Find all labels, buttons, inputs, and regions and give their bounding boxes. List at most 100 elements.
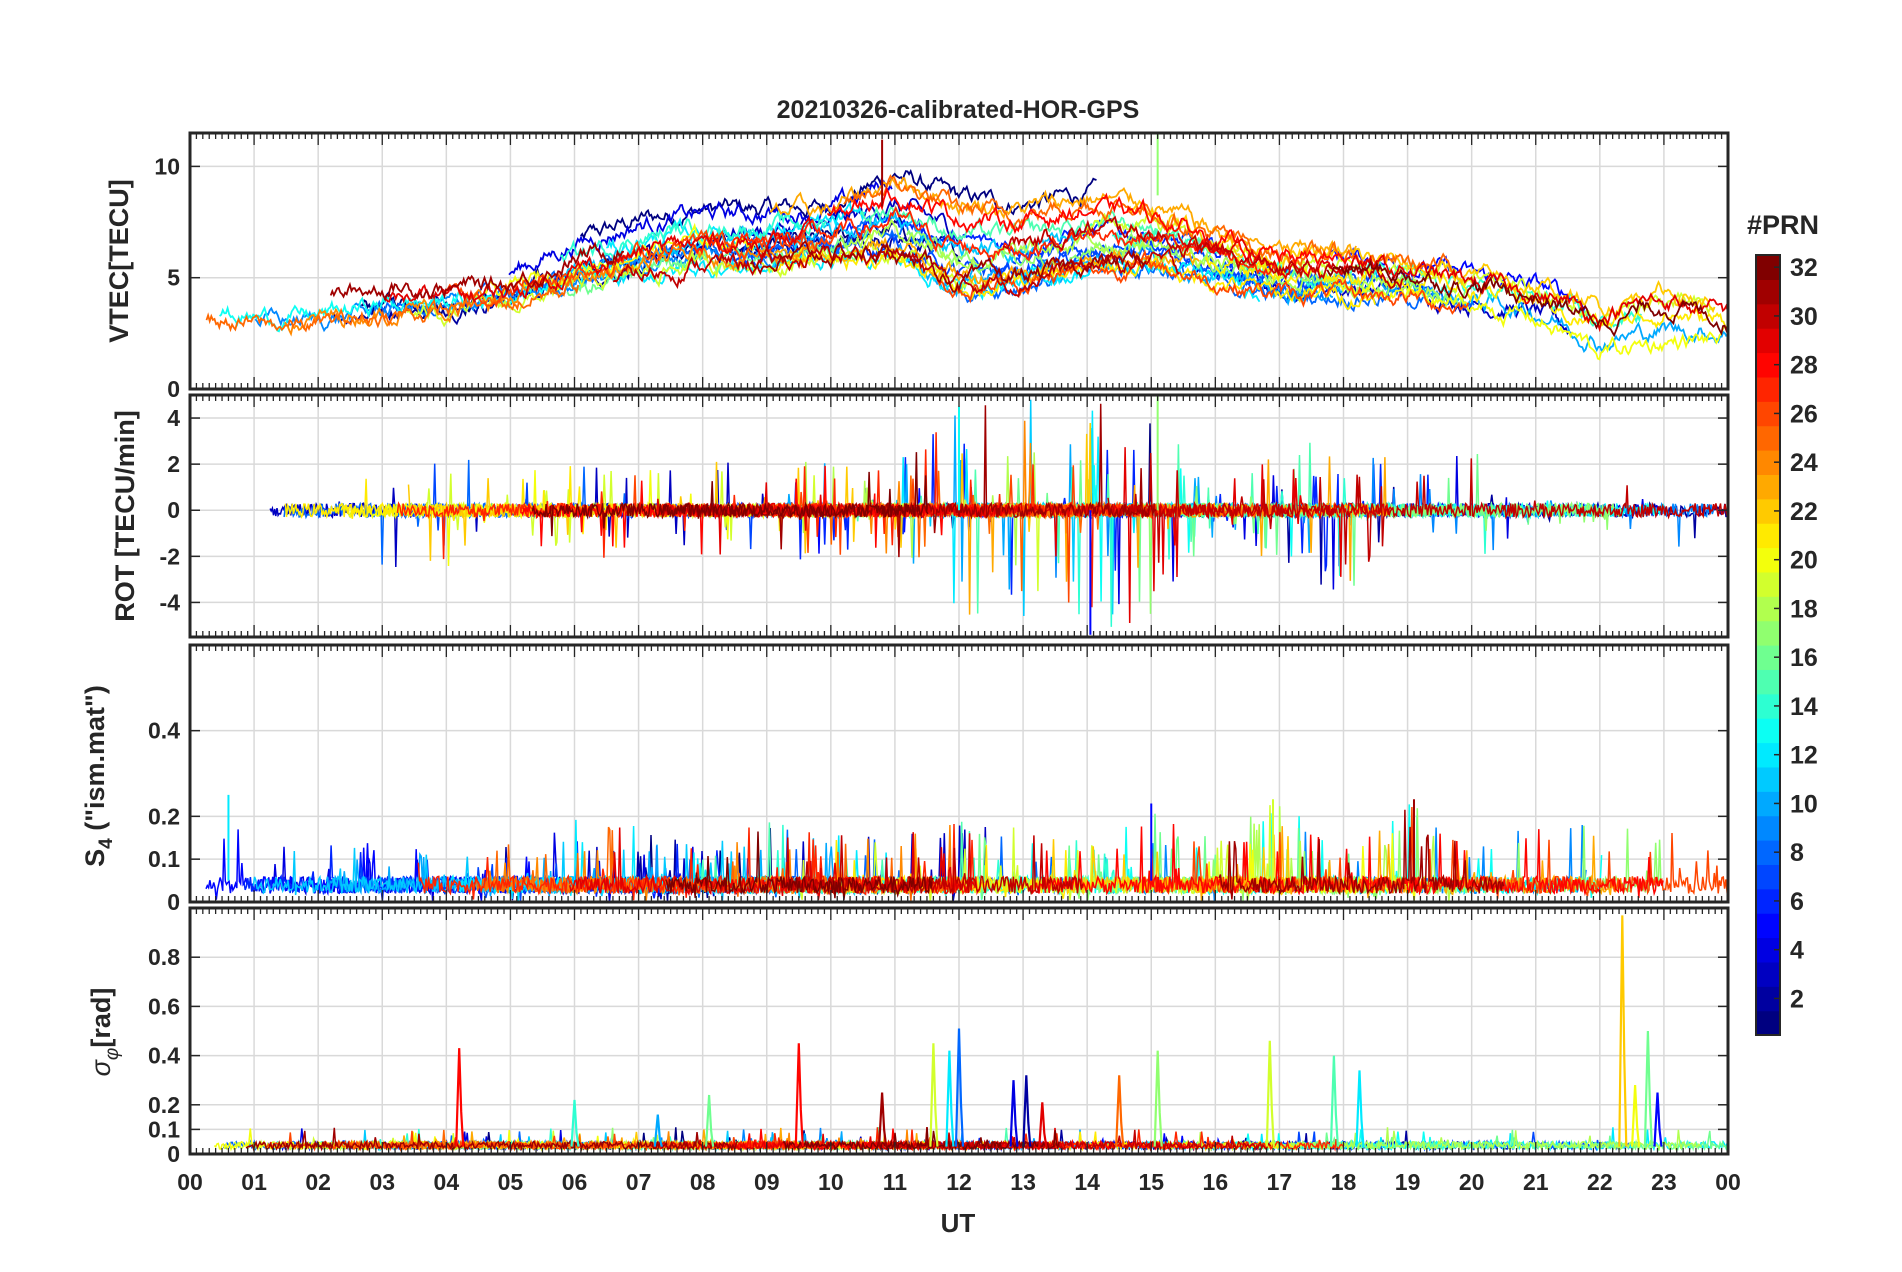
x-tick-label: 02 — [305, 1169, 331, 1195]
panel-sigphi-ylabel: σφ[rad] — [86, 988, 123, 1077]
colorbar-tick-label: 32 — [1790, 254, 1818, 282]
sigphi-spike — [1153, 1050, 1163, 1147]
colorbar-tick-label: 22 — [1790, 498, 1818, 526]
s4-trace-prn-31 — [1218, 809, 1505, 900]
panel-rot-ylabel: ROT [TECU/min] — [110, 410, 140, 621]
colorbar-swatch-prn-27 — [1756, 376, 1780, 402]
panel-sigphi-traces — [213, 915, 1728, 1152]
x-tick-label: 14 — [1074, 1169, 1100, 1195]
vtec-trace-prn-30 — [1002, 215, 1405, 290]
colorbar-swatch-prn-13 — [1756, 718, 1780, 744]
x-axis-label: UT — [941, 1208, 976, 1238]
colorbar-swatch-prn-5 — [1756, 913, 1780, 939]
ylabel-subscript: φ — [102, 1048, 123, 1060]
panel-rot-ytick-label: 4 — [167, 405, 180, 431]
panel-sigphi: 00.10.2 0.4 0.6 0.8 σφ[rad] — [86, 906, 1730, 1167]
x-tick-label: 17 — [1267, 1169, 1293, 1195]
vtec-trace-prn-31 — [329, 241, 625, 302]
sigphi-spike — [1265, 1040, 1275, 1147]
rot-trace-prn-30 — [1107, 452, 1728, 565]
x-tick-label: 15 — [1138, 1169, 1164, 1195]
panel-sigphi-ytick-label: 0.4 — [148, 1043, 180, 1069]
panel-rot-ytick-label: 0 — [167, 497, 180, 523]
s4-trace-prn-28 — [1028, 823, 1664, 899]
sigphi-spike — [954, 1028, 965, 1147]
sigphi-spike — [455, 1048, 465, 1147]
sigphi-spike — [1115, 1075, 1125, 1147]
colorbar-frame — [1755, 254, 1781, 1036]
panel-rot: -4 -2 0 2 4 ROT [TECU/min] — [110, 393, 1730, 639]
panel-vtec-ylabel: VTEC[TECU] — [104, 179, 134, 343]
sigphi-spike — [1355, 1070, 1365, 1147]
colorbar-swatch-prn-31 — [1756, 279, 1780, 305]
x-tick-label: 23 — [1651, 1169, 1677, 1195]
colorbar-label: #PRN — [1747, 210, 1819, 240]
x-tick-label: 01 — [241, 1169, 267, 1195]
chart-title: 20210326-calibrated-HOR-GPS — [777, 96, 1140, 124]
vtec-trace-prn-30 — [612, 243, 1180, 299]
x-tick-label: 19 — [1395, 1169, 1421, 1195]
colorbar-tick-label: 16 — [1790, 644, 1818, 672]
x-tick-label: 21 — [1523, 1169, 1549, 1195]
sigphi-spike — [705, 1094, 715, 1147]
colorbar-tick-label: 18 — [1790, 595, 1818, 623]
vtec-trace-prn-28 — [826, 186, 1350, 267]
vtec-trace-prn-32 — [1326, 259, 1728, 338]
rot-trace-prn-32 — [531, 452, 929, 537]
colorbar-tick-label: 2 — [1790, 985, 1804, 1013]
x-tick-label: 07 — [626, 1169, 652, 1195]
panel-s4-ylabel: S4 ("ism.mat") — [80, 685, 117, 867]
colorbar-tick-label: 6 — [1790, 888, 1804, 916]
panel-sigphi-ytick-label: 0.6 — [148, 993, 180, 1019]
sigphi-spike — [1329, 1055, 1339, 1147]
panel-vtec-traces — [205, 133, 1728, 361]
ylabel-subscript: 4 — [96, 838, 117, 849]
colorbar-swatch-prn-21 — [1756, 523, 1780, 549]
x-tick-label: 20 — [1459, 1169, 1485, 1195]
x-tick-label: 09 — [754, 1169, 780, 1195]
colorbar-tick-label: 30 — [1790, 303, 1818, 331]
panel-sigphi-ytick-label: 0.8 — [148, 944, 180, 970]
vtec-trace-prn-25 — [205, 277, 580, 333]
ylabel-suffix: ("ism.mat") — [80, 685, 110, 838]
colorbar-swatch-prn-25 — [1756, 425, 1780, 451]
x-tick-label: 10 — [818, 1169, 844, 1195]
s4-trace-prn-30 — [782, 835, 1084, 896]
x-tick-label: 12 — [946, 1169, 972, 1195]
colorbar-swatch-prn-3 — [1756, 961, 1780, 987]
x-tick-label: 04 — [434, 1169, 460, 1195]
sigphi-trace-prn-31 — [245, 1127, 739, 1152]
sigphi-spike — [1618, 915, 1628, 1147]
colorbar-swatch-prn-11 — [1756, 766, 1780, 792]
panel-rot-traces — [269, 395, 1728, 635]
panel-rot-ytick-label: 2 — [167, 451, 180, 477]
vtec-trace-prn-25 — [843, 174, 1457, 278]
panel-rot-ytick-label: -2 — [160, 543, 180, 569]
panel-vtec-ytick-label: 0 — [167, 376, 180, 402]
sigphi-trace-prn-32 — [782, 1127, 1060, 1152]
colorbar-tick-label: 24 — [1790, 449, 1818, 477]
colorbar-swatch-prn-23 — [1756, 474, 1780, 500]
colorbar-tick-label: 8 — [1790, 839, 1804, 867]
x-tick-label: 11 — [883, 1169, 908, 1195]
ylabel-suffix: [rad] — [86, 988, 116, 1048]
panel-sigphi-ytick-label: 0.2 — [148, 1092, 180, 1118]
x-tick-label: 13 — [1010, 1169, 1036, 1195]
s4-trace-prn-32 — [665, 831, 934, 900]
sigphi-spike — [794, 1043, 804, 1147]
sigphi-spike — [653, 1114, 663, 1147]
colorbar-swatch-prn-17 — [1756, 620, 1780, 646]
ylabel-main: S — [80, 849, 110, 867]
vtec-trace-prn-31 — [749, 240, 1147, 294]
panel-vtec-ytick-label: 10 — [154, 153, 180, 179]
panel-sigphi-ytick-label: 0 — [167, 1141, 180, 1167]
x-tick-label: 06 — [562, 1169, 588, 1195]
colorbar-tick-label: 10 — [1790, 790, 1818, 818]
colorbar-tick-label: 12 — [1790, 742, 1818, 770]
vtec-trace-prn-13 — [219, 264, 613, 333]
x-tick-label: 18 — [1331, 1169, 1357, 1195]
vtec-trace-prn-23 — [769, 177, 1357, 261]
panel-s4-ytick-label: 0.1 — [148, 846, 180, 872]
